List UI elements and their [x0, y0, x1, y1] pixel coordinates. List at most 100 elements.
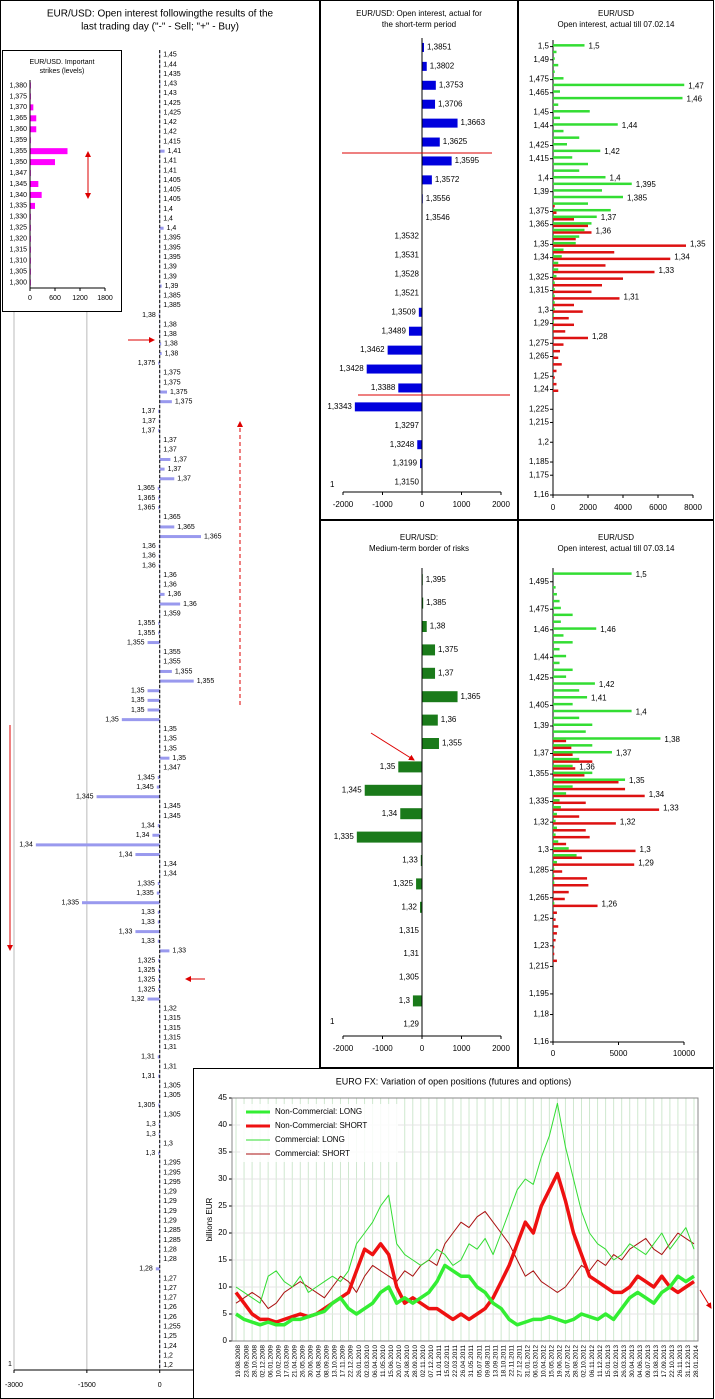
bar [422, 667, 436, 679]
bar-label: 1,3489 [381, 326, 406, 335]
x-tick-label: 08.09.2009 [324, 1345, 331, 1378]
bar [553, 50, 557, 54]
bar-label: 1,365 [137, 485, 155, 492]
y-tick-label: 5 [223, 1309, 228, 1318]
y-tick-label: 1,4 [538, 174, 550, 183]
bar-label: 1,37 [168, 466, 182, 473]
bar [553, 307, 555, 311]
y-tick-label: 20 [218, 1228, 227, 1237]
chart-title: EUR/USD: [400, 533, 438, 542]
bar-label: 1,42 [163, 129, 177, 136]
bar [553, 641, 573, 644]
y-tick-label: 1,225 [529, 404, 550, 413]
bar-label: 1,31 [163, 1063, 177, 1070]
x-tick-label: 2000 [579, 503, 597, 512]
bar-label: 1,36 [163, 572, 177, 579]
bar-label: 1,35 [380, 762, 396, 771]
bar [553, 822, 616, 825]
bar [156, 891, 160, 895]
bar [553, 382, 557, 386]
bar-label: 1,425 [163, 100, 181, 107]
bar [553, 764, 573, 768]
bar-label: 1,45 [163, 52, 177, 59]
x-tick-label: 28.01.2014 [693, 1345, 700, 1378]
bar-label: 1,3 [640, 845, 652, 854]
bar [553, 750, 612, 754]
bar [553, 235, 580, 238]
bar-label: 1,3248 [390, 440, 415, 449]
bar [553, 815, 580, 818]
bar [553, 911, 557, 914]
bar [553, 881, 555, 884]
panel [2, 50, 122, 312]
bar [157, 939, 160, 943]
bar [422, 738, 439, 749]
bar [159, 679, 194, 683]
bar-label: 1,315 [163, 1025, 181, 1032]
y-tick-label: 1,5 [538, 42, 550, 51]
bar [553, 251, 615, 254]
bar-label: 1,29 [403, 1019, 419, 1028]
bar [553, 840, 559, 843]
x-tick-label: 11.01.2011 [436, 1345, 443, 1377]
bar-label: 1,35 [105, 716, 119, 723]
bar [553, 620, 561, 623]
bar [159, 149, 165, 153]
y-tick-label: 1,370 [9, 104, 27, 111]
y-tick-label: 1,37 [533, 749, 549, 758]
bar [30, 104, 34, 111]
bar-label: 1,34 [19, 842, 33, 849]
bar [147, 641, 160, 645]
bar [553, 730, 586, 733]
bar [553, 261, 559, 265]
x-tick-label: 26.03.2013 [621, 1345, 628, 1378]
chart-title: Medium-term border of risks [369, 544, 469, 553]
bar [159, 669, 172, 673]
bar-label: 1,29 [638, 859, 654, 868]
bar [553, 268, 559, 271]
bar-label: 1,31 [163, 1044, 177, 1051]
bar [553, 634, 564, 637]
bar-label: 1,385 [426, 598, 447, 607]
x-tick-label: 19.06.2012 [557, 1345, 564, 1378]
bar-label: 1,36 [142, 543, 156, 550]
bar [553, 952, 555, 956]
y-tick-label: 1,34 [533, 253, 549, 262]
bar-label: 1,3546 [425, 213, 450, 222]
x-tick-label: 13.10.2009 [332, 1345, 339, 1378]
bar [553, 156, 573, 159]
x-tick-label: 19.02.2013 [613, 1345, 620, 1378]
bar [553, 330, 566, 333]
x-tick-label: 04.08.2009 [316, 1345, 323, 1378]
bar [553, 283, 602, 287]
bar-label: 1,37 [438, 668, 454, 677]
bar [412, 995, 422, 1007]
bar [158, 621, 160, 625]
bar-label: 1,345 [163, 813, 181, 820]
bar [364, 784, 422, 796]
bar [553, 647, 560, 651]
bar-label: 1,4 [167, 225, 177, 232]
bar-label: 1,26 [602, 900, 618, 909]
x-tick-label: 04.06.2013 [637, 1345, 644, 1378]
legend-label: Non-Commercial: SHORT [275, 1121, 367, 1130]
x-tick-label: 10.04.2012 [541, 1345, 548, 1378]
bar [553, 231, 592, 234]
bar [553, 757, 580, 761]
bar-label: 1,27 [163, 1285, 177, 1292]
bar [553, 136, 580, 139]
bar-label: 1,39 [163, 264, 177, 271]
bar [553, 162, 588, 166]
bar-label: 1,37 [616, 749, 632, 758]
chart-title: strikes (levels) [40, 68, 85, 75]
y-tick-label: 1,475 [529, 75, 550, 84]
bar [553, 778, 626, 781]
bar [553, 264, 606, 267]
bar-label: 1,425 [163, 109, 181, 116]
bar-label: 1,335 [61, 900, 79, 907]
x-tick-label: 17.03.2009 [283, 1345, 290, 1378]
y-tick-label: 25 [218, 1201, 227, 1210]
x-tick-label: 27.12.2011 [516, 1345, 523, 1377]
bar-label: 1,405 [163, 187, 181, 194]
bar [553, 211, 557, 214]
